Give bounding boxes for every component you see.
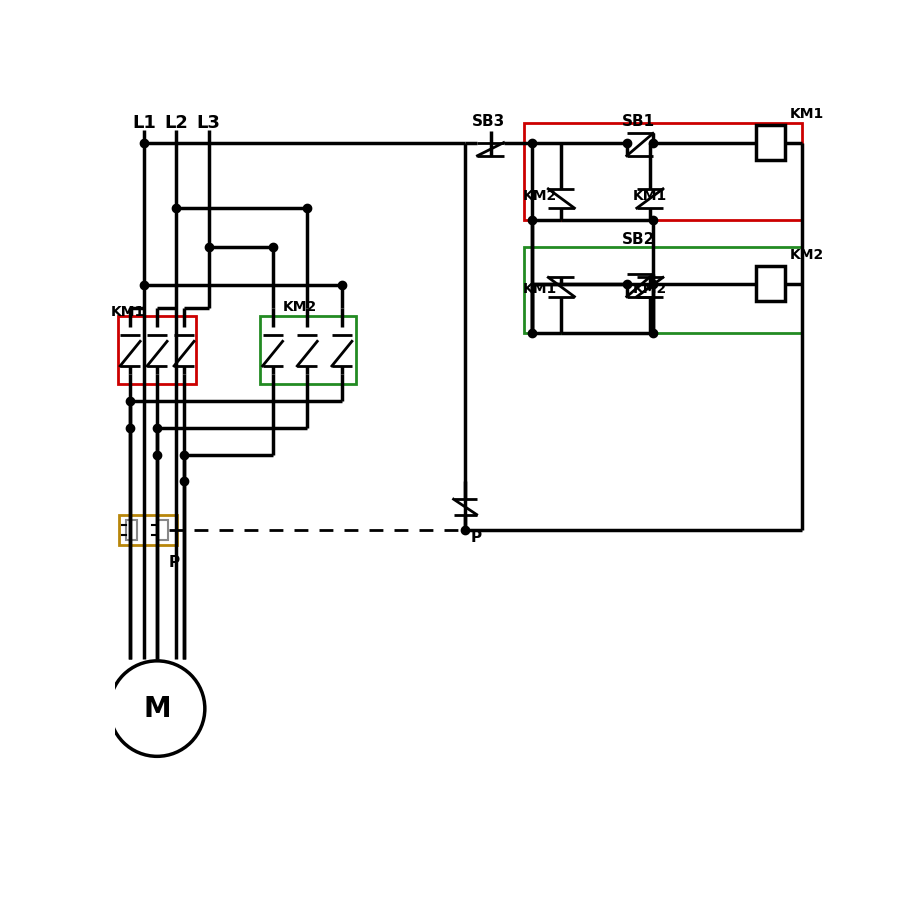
Bar — [158, 520, 168, 540]
Bar — [756, 125, 786, 160]
Text: L1: L1 — [132, 114, 156, 132]
Text: L3: L3 — [197, 114, 220, 132]
Text: L2: L2 — [165, 114, 188, 132]
Bar — [126, 520, 137, 540]
Text: KM1: KM1 — [111, 305, 145, 320]
Text: P: P — [168, 554, 180, 570]
Bar — [525, 123, 802, 220]
Bar — [525, 247, 802, 333]
Bar — [259, 316, 356, 383]
Text: KM2: KM2 — [633, 282, 667, 296]
Bar — [118, 316, 196, 383]
Text: M: M — [143, 695, 171, 723]
Text: KM1: KM1 — [633, 189, 667, 203]
Text: KM1: KM1 — [523, 282, 557, 296]
Text: KM2: KM2 — [789, 248, 824, 262]
Text: SB3: SB3 — [472, 114, 506, 130]
Bar — [756, 266, 786, 301]
Text: SB1: SB1 — [622, 114, 655, 130]
Text: KM2: KM2 — [283, 300, 317, 314]
Text: SB2: SB2 — [622, 231, 655, 247]
Text: P: P — [471, 530, 482, 545]
Text: KM1: KM1 — [789, 107, 824, 121]
Bar — [120, 515, 177, 545]
Text: KM2: KM2 — [523, 189, 557, 203]
